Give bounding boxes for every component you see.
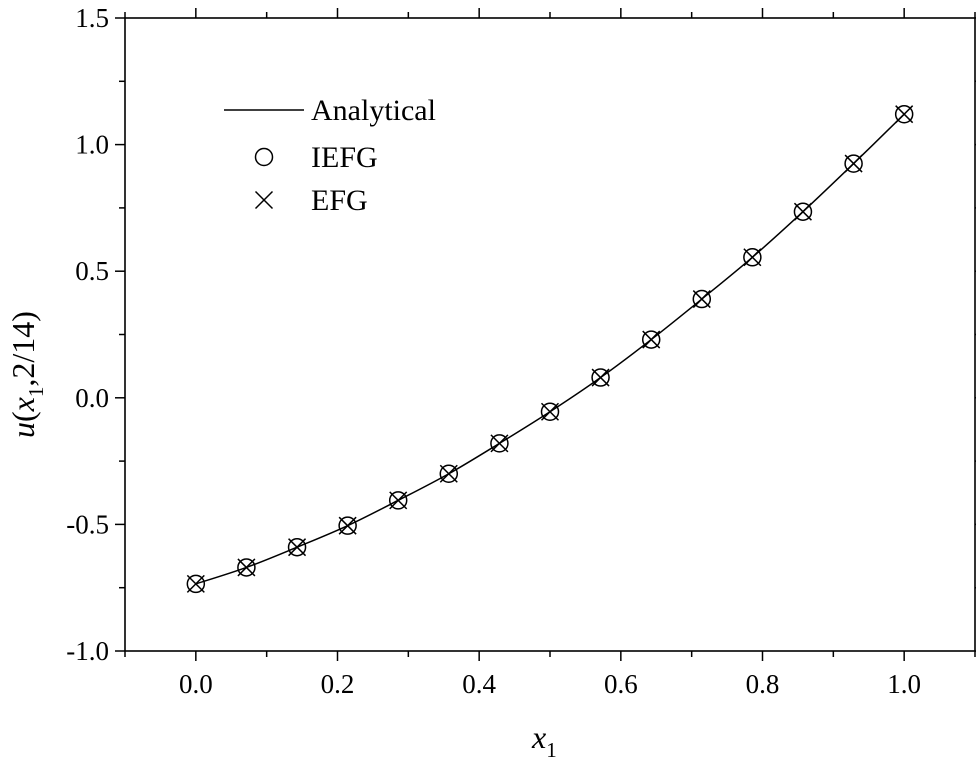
x-tick-label: 1.0 [887, 669, 921, 699]
series-efg [186, 105, 914, 593]
iefg-point [692, 289, 712, 309]
x-axis-title-sub: 1 [546, 738, 557, 762]
efg-point [844, 154, 863, 173]
y-axis-title-rest: ,2/14) [5, 311, 41, 387]
legend-cross-symbol [254, 190, 274, 210]
y-tick-label: -1.0 [66, 636, 109, 666]
efg-point [439, 464, 458, 483]
efg-point [237, 558, 256, 577]
y-tick-label: 0.0 [75, 383, 109, 413]
y-tick-label: 1.0 [75, 130, 109, 160]
efg-point [186, 574, 205, 593]
iefg-point [237, 558, 256, 577]
series-iefg [186, 104, 914, 594]
efg-point [642, 330, 661, 349]
legend-label: IEFG [311, 141, 378, 174]
y-tick-label: -0.5 [66, 509, 109, 539]
y-axis-title-var: x [5, 397, 41, 412]
legend-circle-symbol [254, 147, 274, 167]
x-axis-title: x1 [531, 719, 557, 762]
iefg-point [439, 464, 459, 484]
efg-point [743, 248, 762, 267]
iefg-point [287, 537, 307, 557]
iefg-point [844, 154, 863, 173]
y-axis-title-sub: 1 [24, 387, 48, 398]
x-tick-label: 0.0 [179, 669, 213, 699]
iefg-point [186, 574, 206, 594]
x-tick-label: 0.2 [321, 669, 355, 699]
efg-point [389, 491, 408, 510]
iefg-point [591, 368, 610, 387]
series-analytical [195, 113, 905, 585]
analytical-line [195, 113, 905, 585]
y-axis-title-open: ( [5, 411, 41, 422]
y-tick-label: 0.5 [75, 256, 109, 286]
iefg-point [388, 491, 408, 510]
legend: Analytical IEFG EFG [224, 94, 436, 217]
y-axis-title: u(x1,2/14) [5, 311, 48, 438]
iefg-point [894, 104, 914, 124]
efg-point [490, 434, 509, 453]
efg-point [793, 202, 812, 221]
iefg-point [793, 202, 813, 221]
legend-label: EFG [311, 184, 368, 217]
efg-point [692, 290, 711, 309]
x-tick-label: 0.6 [604, 669, 638, 699]
x-tick-label: 0.8 [746, 669, 780, 699]
legend-label: Analytical [311, 94, 436, 127]
iefg-point [540, 402, 560, 421]
efg-point [288, 538, 307, 557]
iefg-point [641, 330, 661, 349]
efg-point [591, 368, 610, 387]
x-tick-label: 0.4 [462, 669, 496, 699]
efg-point [895, 105, 914, 124]
y-tick-label: 1.5 [75, 3, 109, 33]
x-axis-title-var: x [531, 719, 546, 755]
iefg-point [743, 248, 762, 267]
efg-point [540, 402, 560, 421]
plot-frame [124, 17, 976, 652]
y-axis-title-func: u [5, 422, 41, 438]
efg-point [338, 516, 357, 535]
iefg-point [338, 516, 357, 535]
iefg-point [490, 434, 509, 453]
